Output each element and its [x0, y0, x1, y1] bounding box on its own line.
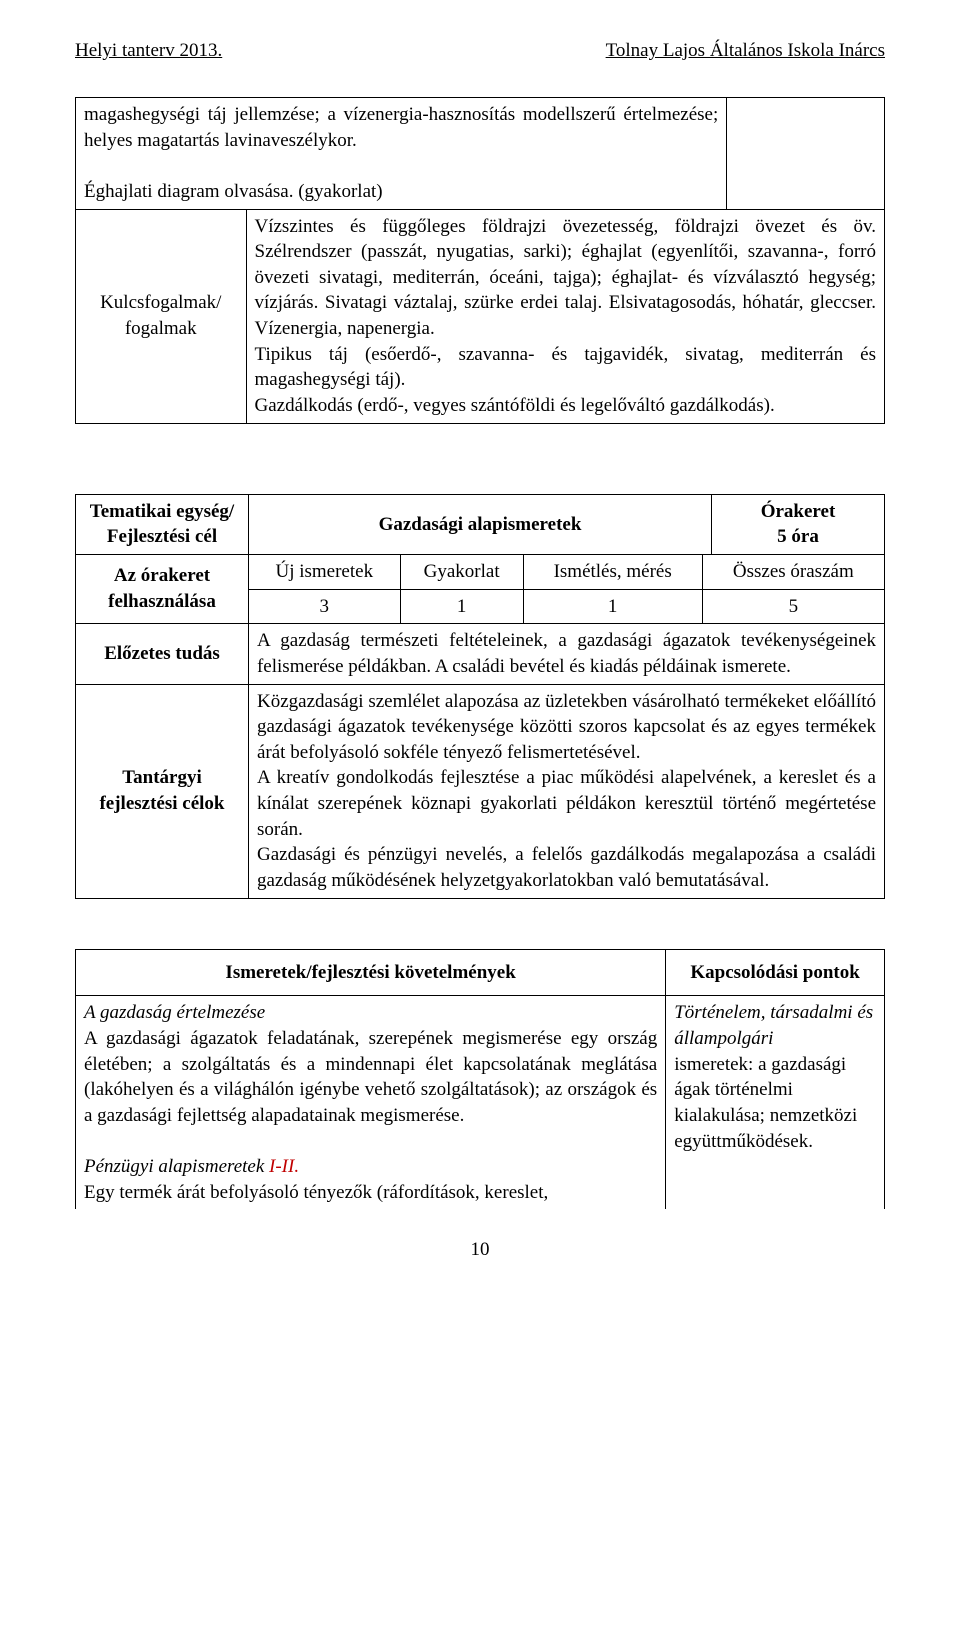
block2-r2-label: Az órakeret felhasználása: [76, 554, 249, 623]
block3-right-italic: Történelem, társadalmi és állampolgári: [674, 1002, 873, 1049]
block1-label: Kulcsfogalmak/ fogalmak: [76, 210, 246, 423]
block1-body: Vízszintes és függőleges földrajzi öveze…: [246, 210, 884, 423]
block2-r4-body: Közgazdasági szemlélet alapozása az üzle…: [248, 684, 884, 898]
sub-h2: Ismétlés, mérés: [523, 555, 702, 589]
block3-table: Ismeretek/fejlesztési követelmények Kapc…: [75, 949, 885, 1210]
block2-r1-time: Órakeret 5 óra: [711, 494, 884, 554]
document-page: Helyi tanterv 2013. Tolnay Lajos Általán…: [0, 0, 960, 1311]
block2-r3-label: Előzetes tudás: [76, 624, 249, 684]
page-header: Helyi tanterv 2013. Tolnay Lajos Általán…: [75, 40, 885, 62]
block2-r1-title: Gazdasági alapismeretek: [248, 494, 711, 554]
block2-r3-body: A gazdaság természeti feltételeinek, a g…: [248, 624, 884, 684]
block2-sub-table: Új ismeretek Gyakorlat Ismétlés, mérés Ö…: [249, 555, 884, 623]
block3-left-b2: Egy termék árát befolyásoló tényezők (rá…: [84, 1182, 548, 1203]
block2-timelabel: Órakeret: [761, 501, 836, 522]
sub-v2: 1: [523, 589, 702, 623]
sub-v0: 3: [249, 589, 400, 623]
block2-r1-label: Tematikai egység/ Fejlesztési cél: [76, 494, 249, 554]
block3-left-t2: Pénzügyi alapismeretek: [84, 1156, 264, 1177]
block1-intro-cell: magashegységi táj jellemzése; a vízenerg…: [76, 98, 727, 210]
block2-r4-text: Közgazdasági szemlélet alapozása az üzle…: [257, 691, 876, 891]
block3-left-body: A gazdaság értelmezése A gazdasági ágaza…: [76, 996, 666, 1210]
sub-h3: Összes óraszám: [702, 555, 884, 589]
block2-table: Tematikai egység/ Fejlesztési cél Gazdas…: [75, 494, 885, 899]
gap1: [75, 424, 885, 494]
block1-row2: Kulcsfogalmak/ fogalmak Vízszintes és fü…: [76, 209, 885, 423]
block1-body-text: Vízszintes és függőleges földrajzi öveze…: [255, 216, 877, 416]
block2-timeval: 5 óra: [777, 526, 819, 547]
block2-r4-label: Tantárgyi fejlesztési célok: [76, 684, 249, 898]
sub-v3: 5: [702, 589, 884, 623]
block3-right-rest: ismeretek: a gazdasági ágak történelmi k…: [674, 1054, 857, 1152]
block2-r2-subwrap: Új ismeretek Gyakorlat Ismétlés, mérés Ö…: [248, 554, 884, 623]
block3-left-b1: A gazdasági ágazatok feladatának, szerep…: [84, 1028, 657, 1126]
header-right: Tolnay Lajos Általános Iskola Inárcs: [606, 40, 885, 62]
gap2: [75, 899, 885, 949]
block3-right-body: Történelem, társadalmi és állampolgári i…: [666, 996, 885, 1210]
block3-hleft: Ismeretek/fejlesztési követelmények: [76, 949, 666, 996]
header-left: Helyi tanterv 2013.: [75, 40, 222, 62]
page-number: 10: [75, 1239, 885, 1261]
block1-intro: magashegységi táj jellemzése; a vízenerg…: [84, 104, 718, 151]
sub-v1: 1: [400, 589, 523, 623]
block3-left-t1: A gazdaság értelmezése: [84, 1002, 265, 1023]
block3-hright: Kapcsolódási pontok: [666, 949, 885, 996]
block1-empty-cell: [727, 98, 885, 210]
block3-left-t2r: I-II.: [264, 1156, 299, 1177]
sub-h1: Gyakorlat: [400, 555, 523, 589]
sub-h0: Új ismeretek: [249, 555, 400, 589]
block1-subtitle: Éghajlati diagram olvasása. (gyakorlat): [84, 181, 383, 202]
block1-table: magashegységi táj jellemzése; a vízenerg…: [75, 97, 885, 424]
